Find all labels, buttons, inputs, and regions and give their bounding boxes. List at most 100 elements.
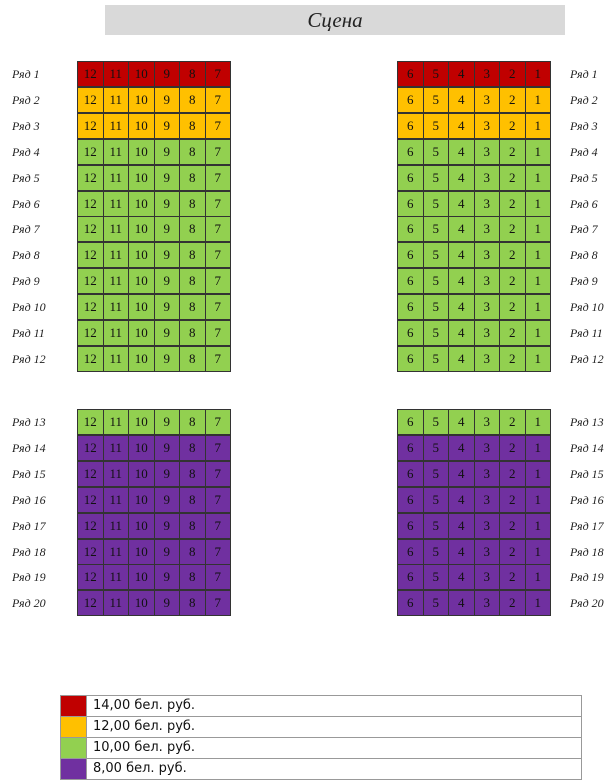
seat[interactable]: 6 [397,409,424,435]
seat[interactable]: 11 [102,138,129,165]
seat[interactable]: 2 [499,190,526,217]
seat[interactable]: 4 [448,216,475,243]
seat[interactable]: 4 [448,86,475,113]
seat[interactable]: 2 [499,216,526,243]
seat[interactable]: 10 [128,294,155,321]
seat[interactable]: 7 [204,538,231,565]
seat[interactable]: 7 [204,190,231,217]
seat[interactable]: 4 [448,512,475,539]
seat[interactable]: 12 [77,138,104,165]
seat[interactable]: 11 [102,190,129,217]
seat[interactable]: 6 [397,460,424,487]
seat[interactable]: 1 [524,434,551,461]
seat[interactable]: 2 [499,564,526,591]
seat[interactable]: 12 [77,590,104,617]
seat[interactable]: 9 [153,216,180,243]
seat[interactable]: 9 [153,112,180,139]
seat[interactable]: 1 [524,294,551,321]
seat[interactable]: 5 [422,138,449,165]
seat[interactable]: 12 [77,61,104,87]
seat[interactable]: 12 [77,268,104,295]
seat[interactable]: 6 [397,112,424,139]
seat[interactable]: 4 [448,409,475,435]
seat[interactable]: 8 [179,409,206,435]
seat[interactable]: 11 [102,268,129,295]
seat[interactable]: 3 [473,138,500,165]
seat[interactable]: 7 [204,460,231,487]
seat[interactable]: 6 [397,242,424,269]
seat[interactable]: 2 [499,268,526,295]
seat[interactable]: 11 [102,294,129,321]
seat[interactable]: 12 [77,216,104,243]
seat[interactable]: 8 [179,486,206,513]
seat[interactable]: 7 [204,164,231,191]
seat[interactable]: 10 [128,564,155,591]
seat[interactable]: 12 [77,112,104,139]
seat[interactable]: 4 [448,61,475,87]
seat[interactable]: 12 [77,345,104,372]
seat[interactable]: 6 [397,216,424,243]
seat[interactable]: 1 [524,112,551,139]
seat[interactable]: 7 [204,345,231,372]
seat[interactable]: 4 [448,320,475,346]
seat[interactable]: 3 [473,434,500,461]
seat[interactable]: 8 [179,590,206,617]
seat[interactable]: 6 [397,564,424,591]
seat[interactable]: 4 [448,138,475,165]
seat[interactable]: 3 [473,268,500,295]
seat[interactable]: 10 [128,345,155,372]
seat[interactable]: 12 [77,190,104,217]
seat[interactable]: 7 [204,409,231,435]
seat[interactable]: 8 [179,216,206,243]
seat[interactable]: 3 [473,112,500,139]
seat[interactable]: 8 [179,268,206,295]
seat[interactable]: 5 [422,294,449,321]
seat[interactable]: 4 [448,460,475,487]
seat[interactable]: 11 [102,242,129,269]
seat[interactable]: 12 [77,512,104,539]
seat[interactable]: 2 [499,345,526,372]
seat[interactable]: 10 [128,320,155,346]
seat[interactable]: 7 [204,268,231,295]
seat[interactable]: 11 [102,86,129,113]
seat[interactable]: 7 [204,61,231,87]
seat[interactable]: 1 [524,564,551,591]
seat[interactable]: 12 [77,460,104,487]
seat[interactable]: 4 [448,434,475,461]
seat[interactable]: 8 [179,345,206,372]
seat[interactable]: 2 [499,538,526,565]
seat[interactable]: 6 [397,434,424,461]
seat[interactable]: 9 [153,434,180,461]
seat[interactable]: 1 [524,268,551,295]
seat[interactable]: 9 [153,190,180,217]
seat[interactable]: 9 [153,138,180,165]
seat[interactable]: 11 [102,512,129,539]
seat[interactable]: 11 [102,434,129,461]
seat[interactable]: 3 [473,590,500,617]
seat[interactable]: 4 [448,486,475,513]
seat[interactable]: 9 [153,294,180,321]
seat[interactable]: 9 [153,538,180,565]
seat[interactable]: 7 [204,112,231,139]
seat[interactable]: 2 [499,434,526,461]
seat[interactable]: 12 [77,320,104,346]
seat[interactable]: 5 [422,320,449,346]
seat[interactable]: 1 [524,409,551,435]
seat[interactable]: 3 [473,409,500,435]
seat[interactable]: 12 [77,538,104,565]
seat[interactable]: 12 [77,409,104,435]
seat[interactable]: 3 [473,190,500,217]
seat[interactable]: 9 [153,61,180,87]
seat[interactable]: 2 [499,486,526,513]
seat[interactable]: 8 [179,138,206,165]
seat[interactable]: 2 [499,320,526,346]
seat[interactable]: 4 [448,294,475,321]
seat[interactable]: 9 [153,460,180,487]
seat[interactable]: 10 [128,268,155,295]
seat[interactable]: 1 [524,538,551,565]
seat[interactable]: 6 [397,294,424,321]
seat[interactable]: 4 [448,538,475,565]
seat[interactable]: 4 [448,164,475,191]
seat[interactable]: 3 [473,164,500,191]
seat[interactable]: 5 [422,590,449,617]
